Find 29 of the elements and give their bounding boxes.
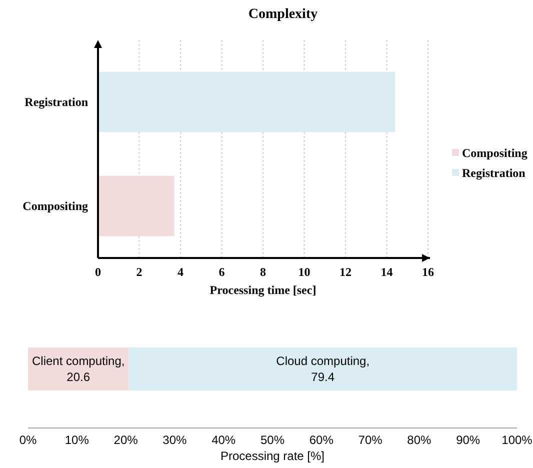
x-tick-label: 70%	[358, 433, 383, 447]
x-tick-label: 8	[260, 265, 266, 279]
legend-label: Registration	[462, 166, 526, 180]
x-tick-label: 6	[218, 265, 225, 279]
x-tick-label: 20%	[114, 433, 138, 447]
x-tick-label: 10%	[64, 433, 90, 447]
x-axis-title: Processing time [sec]	[210, 283, 316, 297]
x-tick-label: 14	[380, 265, 393, 279]
x-tick-label: 90%	[456, 433, 480, 447]
data-label: 20.6	[66, 370, 90, 384]
x-tick-label: 12	[340, 265, 352, 279]
x-axis-title: Processing rate [%]	[220, 449, 325, 463]
x-tick-label: 0%	[19, 433, 37, 447]
legend-label: Compositing	[462, 146, 528, 160]
x-tick-label: 30%	[162, 433, 188, 447]
x-tick-label: 100%	[502, 433, 533, 447]
x-tick-label: 16	[422, 265, 434, 279]
series-label: Client computing,	[32, 354, 125, 368]
series-label: Cloud computing,	[276, 354, 370, 368]
chart-title: Complexity	[248, 7, 318, 22]
x-tick-label: 2	[136, 265, 142, 279]
x-tick-label: 50%	[260, 433, 285, 447]
x-tick-label: 10	[298, 265, 310, 279]
x-tick-label: 40%	[212, 433, 236, 447]
x-tick-label: 60%	[309, 433, 334, 447]
x-tick-label: 0	[95, 265, 101, 279]
x-tick-label: 4	[178, 265, 184, 279]
data-label: 79.4	[311, 370, 335, 384]
x-tick-label: 80%	[407, 433, 432, 447]
